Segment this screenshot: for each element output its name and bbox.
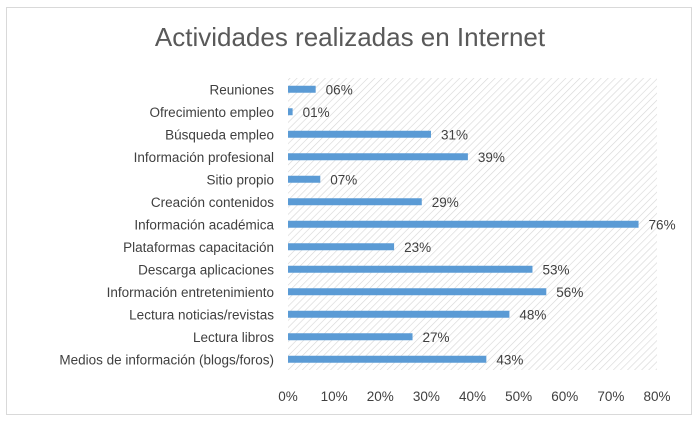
category-label: Medios de información (blogs/foros) [59,352,274,367]
category-label: Plataformas capacitación [123,240,274,255]
category-label: Descarga aplicaciones [138,262,274,277]
bar [288,355,487,363]
bar [288,310,510,318]
category-label: Información académica [134,217,274,232]
category-label: Creación contenidos [151,195,274,210]
data-label: 31% [441,127,468,142]
data-label: 06% [326,82,353,97]
data-label: 29% [432,195,459,210]
data-label: 43% [496,352,523,367]
data-label: 01% [303,105,330,120]
data-label: 76% [649,217,676,232]
bar [288,108,293,116]
bar [288,85,316,93]
category-label: Reuniones [209,82,274,97]
bar [288,130,431,138]
bar [288,198,422,206]
data-label: 39% [478,150,505,165]
category-label: Ofrecimiento empleo [149,105,274,120]
x-tick-label: 0% [278,389,298,404]
x-tick-label: 40% [459,389,486,404]
category-label: Lectura noticias/revistas [129,307,274,322]
category-label: Lectura libros [193,330,274,345]
data-label: 27% [423,330,450,345]
bar [288,288,547,296]
category-label: Búsqueda empleo [165,127,274,142]
bar [288,153,468,161]
x-tick-label: 70% [597,389,624,404]
bar [288,175,321,183]
bar [288,265,533,273]
bar [288,333,413,341]
x-tick-label: 10% [321,389,348,404]
x-tick-label: 20% [367,389,394,404]
data-label: 07% [330,172,357,187]
x-tick-label: 30% [413,389,440,404]
x-tick-label: 80% [643,389,670,404]
x-tick-label: 50% [505,389,532,404]
chart-title: Actividades realizadas en Internet [154,22,546,52]
data-label: 53% [542,262,569,277]
category-label: Información entretenimiento [107,285,274,300]
data-label: 48% [519,307,546,322]
x-tick-label: 60% [551,389,578,404]
category-label: Sitio propio [206,172,274,187]
bar [288,243,395,251]
category-label: Información profesional [134,150,274,165]
bar [288,220,639,228]
data-label: 56% [556,285,583,300]
data-label: 23% [404,240,431,255]
